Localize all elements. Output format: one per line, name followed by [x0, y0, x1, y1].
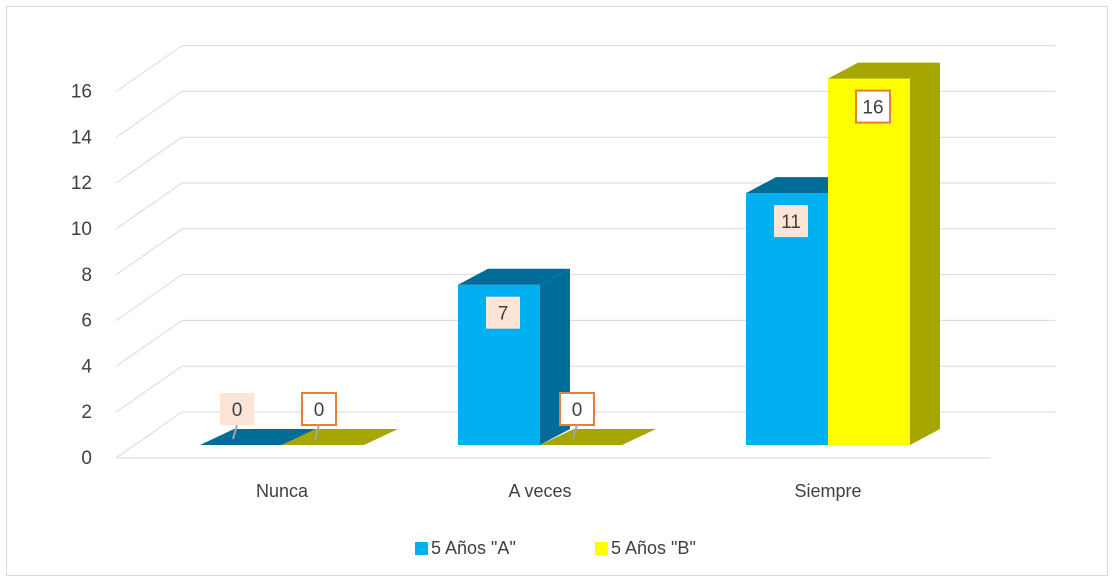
- data-label-leader: [572, 424, 578, 440]
- bar-0-1: 0: [282, 392, 398, 445]
- y-tick-label: 6: [81, 311, 92, 332]
- bar-front: [828, 78, 910, 445]
- data-label: 11: [781, 212, 801, 233]
- bar-side: [910, 62, 940, 445]
- data-label-box: [855, 89, 891, 124]
- bar-top: [458, 268, 570, 285]
- y-tick-label: 16: [71, 82, 92, 103]
- data-label: 0: [232, 400, 243, 421]
- y-tick-label: 0: [81, 448, 92, 469]
- gridline-side-2: [115, 365, 183, 413]
- bar-top: [282, 429, 398, 445]
- data-label: 16: [862, 98, 883, 119]
- data-label: 7: [498, 304, 509, 325]
- y-tick-label: 2: [81, 402, 92, 423]
- data-label-box: [774, 205, 808, 238]
- x-tick-label: A veces: [508, 481, 571, 501]
- bar-top: [828, 62, 940, 79]
- legend-label: 5 Años "A": [431, 538, 516, 558]
- gridline-side-10: [115, 182, 183, 230]
- gridline-side-12: [115, 136, 183, 184]
- data-label: 0: [314, 400, 325, 421]
- bar-1-0: 7: [458, 268, 570, 445]
- data-label-box: [486, 296, 520, 329]
- data-label-leader: [314, 424, 320, 440]
- bar-top: [200, 429, 316, 445]
- legend-swatch: [595, 542, 608, 555]
- data-label-leader: [232, 424, 238, 440]
- data-label: 0: [572, 400, 583, 421]
- x-tick-label: Nunca: [256, 481, 309, 501]
- y-tick-label: 10: [71, 219, 92, 240]
- gridline-side-4: [115, 319, 183, 367]
- y-tick-label: 12: [71, 173, 92, 194]
- gridline-side-16: [115, 45, 183, 93]
- bar-0-0: 0: [200, 393, 316, 445]
- data-label-box: [220, 393, 254, 425]
- y-tick-label: 14: [71, 127, 93, 148]
- x-tick-label: Siempre: [794, 481, 861, 501]
- bar-top: [540, 429, 656, 445]
- legend-swatch: [415, 542, 428, 555]
- gridline-side-6: [115, 274, 183, 322]
- gridline-side-8: [115, 228, 183, 276]
- bar-2-1: 16: [828, 62, 940, 445]
- gridline-side-14: [115, 90, 183, 138]
- y-tick-label: 8: [81, 265, 92, 286]
- bar-1-1: 0: [540, 392, 656, 445]
- gridline-side-0: [115, 411, 183, 459]
- legend-label: 5 Años "B": [611, 538, 696, 558]
- y-tick-label: 4: [81, 356, 92, 377]
